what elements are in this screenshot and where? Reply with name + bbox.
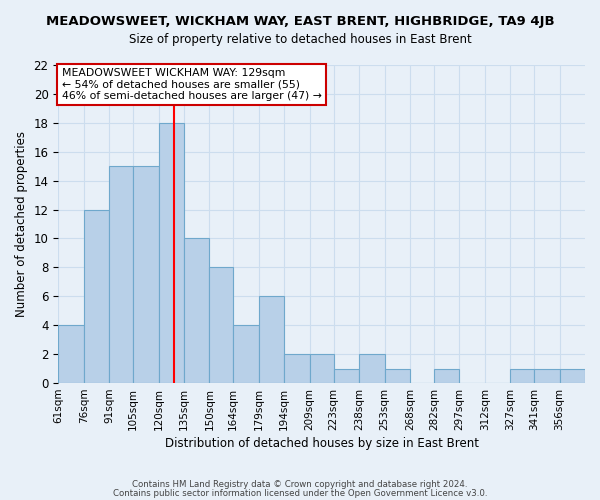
Bar xyxy=(534,368,560,383)
Bar xyxy=(284,354,310,383)
Bar xyxy=(158,123,184,383)
Bar xyxy=(385,368,410,383)
Bar xyxy=(84,210,109,383)
Bar xyxy=(259,296,284,383)
Y-axis label: Number of detached properties: Number of detached properties xyxy=(15,131,28,317)
Bar xyxy=(209,268,233,383)
Bar xyxy=(184,238,209,383)
Text: Contains HM Land Registry data © Crown copyright and database right 2024.: Contains HM Land Registry data © Crown c… xyxy=(132,480,468,489)
Text: MEADOWSWEET WICKHAM WAY: 129sqm
← 54% of detached houses are smaller (55)
46% of: MEADOWSWEET WICKHAM WAY: 129sqm ← 54% of… xyxy=(62,68,322,101)
Text: Contains public sector information licensed under the Open Government Licence v3: Contains public sector information licen… xyxy=(113,489,487,498)
Text: MEADOWSWEET, WICKHAM WAY, EAST BRENT, HIGHBRIDGE, TA9 4JB: MEADOWSWEET, WICKHAM WAY, EAST BRENT, HI… xyxy=(46,15,554,28)
X-axis label: Distribution of detached houses by size in East Brent: Distribution of detached houses by size … xyxy=(164,437,479,450)
Bar xyxy=(334,368,359,383)
Bar xyxy=(359,354,385,383)
Bar xyxy=(133,166,158,383)
Bar xyxy=(109,166,133,383)
Bar xyxy=(434,368,459,383)
Bar xyxy=(58,325,84,383)
Bar xyxy=(310,354,334,383)
Text: Size of property relative to detached houses in East Brent: Size of property relative to detached ho… xyxy=(128,32,472,46)
Bar xyxy=(560,368,585,383)
Bar xyxy=(233,325,259,383)
Bar xyxy=(510,368,534,383)
